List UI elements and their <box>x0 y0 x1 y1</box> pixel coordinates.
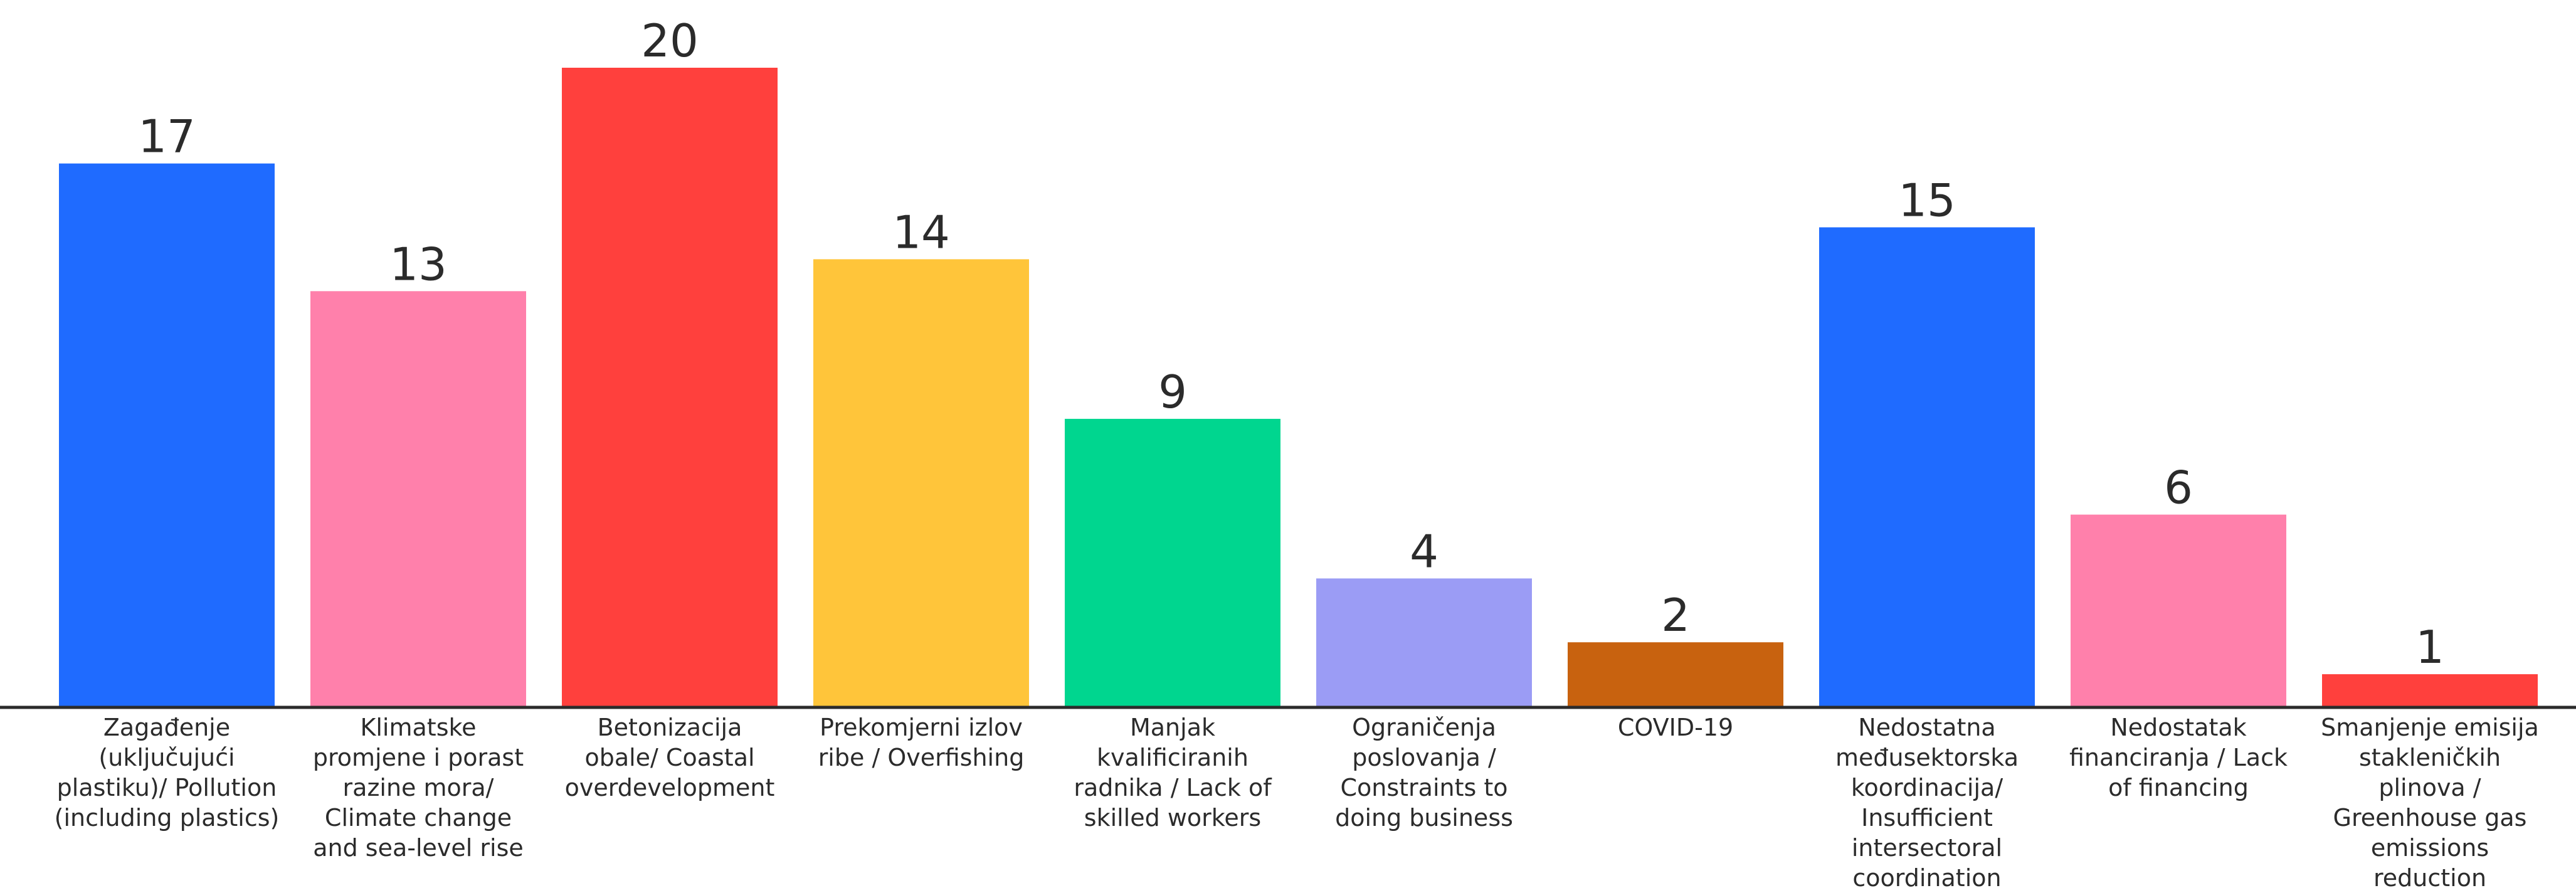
value-label-4: 14 <box>892 206 950 258</box>
bar-3 <box>562 68 778 706</box>
value-label-3: 20 <box>641 14 699 67</box>
category-label-1: Zagađenje (uključujući plastiku)/ Pollut… <box>54 714 280 832</box>
category-label-4: Prekomjerni izlov ribe / Overfishing <box>818 714 1025 771</box>
category-label-10: Smanjenje emisija stakleničkih plinova /… <box>2321 714 2539 892</box>
category-label-9: Nedostatak financiranja / Lack of financ… <box>2069 714 2288 801</box>
bar-2 <box>310 291 526 706</box>
category-label-3: Betonizacija obale/ Coastal overdevelopm… <box>564 714 775 801</box>
category-label-7: COVID-19 <box>1617 714 1734 741</box>
bar-5 <box>1065 418 1280 706</box>
value-label-2: 13 <box>389 238 447 290</box>
category-label-8: Nedostatna međusektorska koordinacija/ I… <box>1835 714 2019 892</box>
bar-7 <box>1568 642 1783 706</box>
bar-8 <box>1819 227 2035 706</box>
value-label-9: 6 <box>2164 462 2193 514</box>
bar-1 <box>59 163 275 706</box>
bar-9 <box>2071 514 2286 706</box>
value-label-5: 9 <box>1158 366 1187 418</box>
category-label-5: Manjak kvalificiranih radnika / Lack of … <box>1074 714 1272 832</box>
bar-6 <box>1316 578 1532 706</box>
bars-group <box>59 68 2538 706</box>
value-label-1: 17 <box>138 110 196 163</box>
bar-10 <box>2322 674 2538 706</box>
category-label-6: Ograničenja poslovanja / Constraints to … <box>1335 714 1513 832</box>
value-label-6: 4 <box>1410 525 1438 578</box>
category-label-2: Klimatske promjene i porast razine mora/… <box>312 714 524 862</box>
value-labels-group: 17 13 20 14 9 4 2 15 6 1 <box>138 14 2444 674</box>
value-label-10: 1 <box>2415 621 2444 674</box>
value-label-7: 2 <box>1661 589 1690 642</box>
value-label-8: 15 <box>1898 174 1956 227</box>
bar-4 <box>813 259 1029 706</box>
